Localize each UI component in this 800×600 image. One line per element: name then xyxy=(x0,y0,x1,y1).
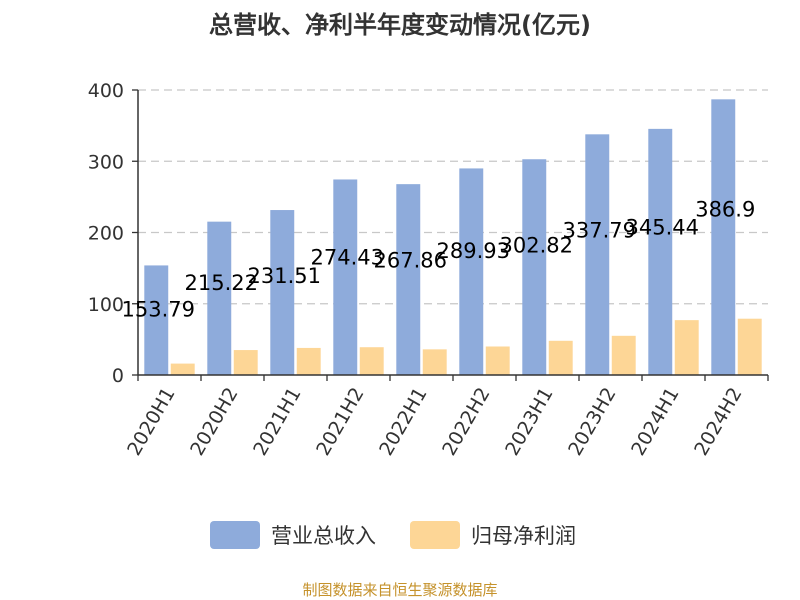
revenue-bar xyxy=(648,128,673,375)
y-tick-label: 300 xyxy=(88,151,124,173)
revenue-bar xyxy=(522,159,547,375)
data-label: 386.9 xyxy=(695,198,755,222)
net-profit-bar xyxy=(233,350,258,375)
net-profit-bar xyxy=(674,320,699,375)
legend-label-revenue: 营业总收入 xyxy=(271,524,376,548)
data-label: 267.86 xyxy=(374,248,447,272)
chart-title: 总营收、净利半年度变动情况(亿元) xyxy=(209,11,591,39)
data-label: 302.82 xyxy=(500,234,573,258)
revenue-bar xyxy=(711,99,736,376)
x-tick-label: 2024H2 xyxy=(690,384,746,460)
net-profit-bar xyxy=(422,349,447,375)
net-profit-bar xyxy=(611,335,636,375)
net-profit-bar xyxy=(170,363,195,375)
y-tick-label: 100 xyxy=(88,294,124,316)
data-label: 345.44 xyxy=(626,215,699,239)
x-axis-ticks: 2020H1 2020H2 2021H1 2021H2 2022H1 2022H2 2023… xyxy=(123,384,746,460)
net-profit-bar xyxy=(737,318,762,375)
y-tick-label: 200 xyxy=(88,223,124,245)
x-tick-label: 2023H1 xyxy=(501,384,557,460)
x-tick-label: 2021H2 xyxy=(312,384,368,460)
data-label: 274.43 xyxy=(311,246,384,270)
net-profit-bar xyxy=(548,340,573,375)
y-axis-ticks: 0 100 200 300 400 xyxy=(88,80,138,387)
revenue-bar xyxy=(144,265,169,375)
net-profit-bar xyxy=(296,347,321,375)
x-tick-label: 2022H2 xyxy=(438,384,494,460)
data-label: 337.79 xyxy=(563,219,636,243)
net-profit-bar xyxy=(359,347,384,375)
x-tick-label: 2020H2 xyxy=(186,384,242,460)
data-label: 215.22 xyxy=(185,271,258,295)
x-tick-label: 2021H1 xyxy=(249,384,305,460)
revenue-bar xyxy=(585,134,610,375)
x-tick-label: 2022H1 xyxy=(375,384,431,460)
revenue-bar xyxy=(207,221,232,375)
data-labels: 153.79215.22231.51274.43267.86289.93302.… xyxy=(122,198,756,322)
revenue-bar xyxy=(333,179,358,375)
legend: 营业总收入 归母净利润 xyxy=(210,521,576,549)
y-tick-label: 0 xyxy=(112,365,124,387)
x-tick-label: 2020H1 xyxy=(123,384,179,460)
x-tick-label: 2023H2 xyxy=(564,384,620,460)
legend-label-net-profit: 归母净利润 xyxy=(471,524,576,548)
data-label: 153.79 xyxy=(122,297,195,321)
revenue-bar xyxy=(396,184,421,375)
bars xyxy=(144,99,762,376)
legend-swatch-net-profit xyxy=(410,521,460,549)
revenue-bar xyxy=(459,168,484,375)
data-label: 289.93 xyxy=(437,239,510,263)
revenue-bar xyxy=(270,210,295,375)
source-note: 制图数据来自恒生聚源数据库 xyxy=(302,581,497,599)
axes xyxy=(137,90,769,381)
legend-swatch-revenue xyxy=(210,521,260,549)
x-tick-label: 2024H1 xyxy=(627,384,683,460)
data-label: 231.51 xyxy=(248,264,321,288)
net-profit-bar xyxy=(485,346,510,375)
y-tick-label: 400 xyxy=(88,80,124,102)
